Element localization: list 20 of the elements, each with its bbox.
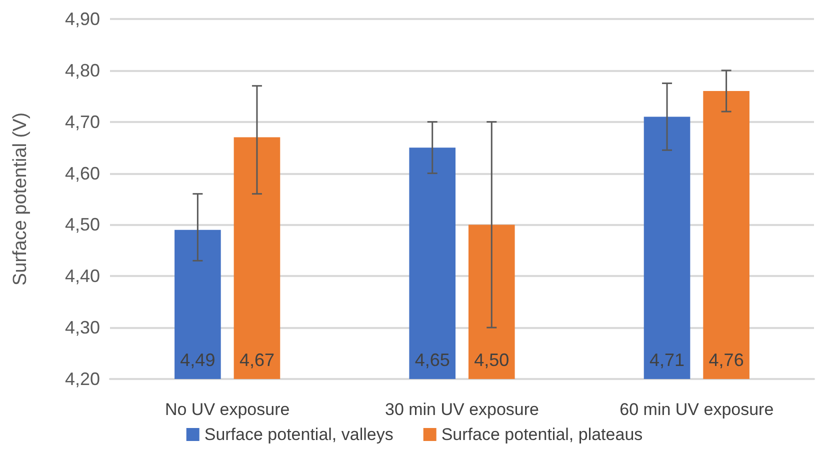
x-tick-label: No UV exposure (164, 400, 290, 419)
x-tick-label: 60 min UV exposure (620, 400, 774, 419)
y-tick-label: 4,30 (65, 318, 100, 338)
y-tick-label: 4,90 (65, 9, 100, 29)
y-tick-label: 4,70 (65, 112, 100, 132)
data-label: 4,71 (650, 350, 685, 370)
y-tick-label: 4,60 (65, 163, 100, 184)
legend-label: Surface potential, valleys (204, 425, 394, 444)
data-label: 4,76 (708, 350, 744, 370)
data-label: 4,65 (414, 350, 450, 370)
y-axis-title: Surface potential (V) (10, 112, 31, 286)
y-tick-label: 4,40 (65, 266, 100, 286)
data-label: 4,67 (239, 350, 274, 370)
y-tick-label: 4,50 (65, 214, 100, 235)
y-tick-label: 4,20 (65, 369, 100, 389)
y-tick-label: 4,80 (65, 60, 100, 80)
data-label: 4,50 (474, 350, 510, 370)
legend-label: Surface potential, plateaus (441, 425, 643, 444)
x-tick-label: 30 min UV exposure (384, 400, 540, 419)
data-label: 4,49 (180, 350, 216, 370)
